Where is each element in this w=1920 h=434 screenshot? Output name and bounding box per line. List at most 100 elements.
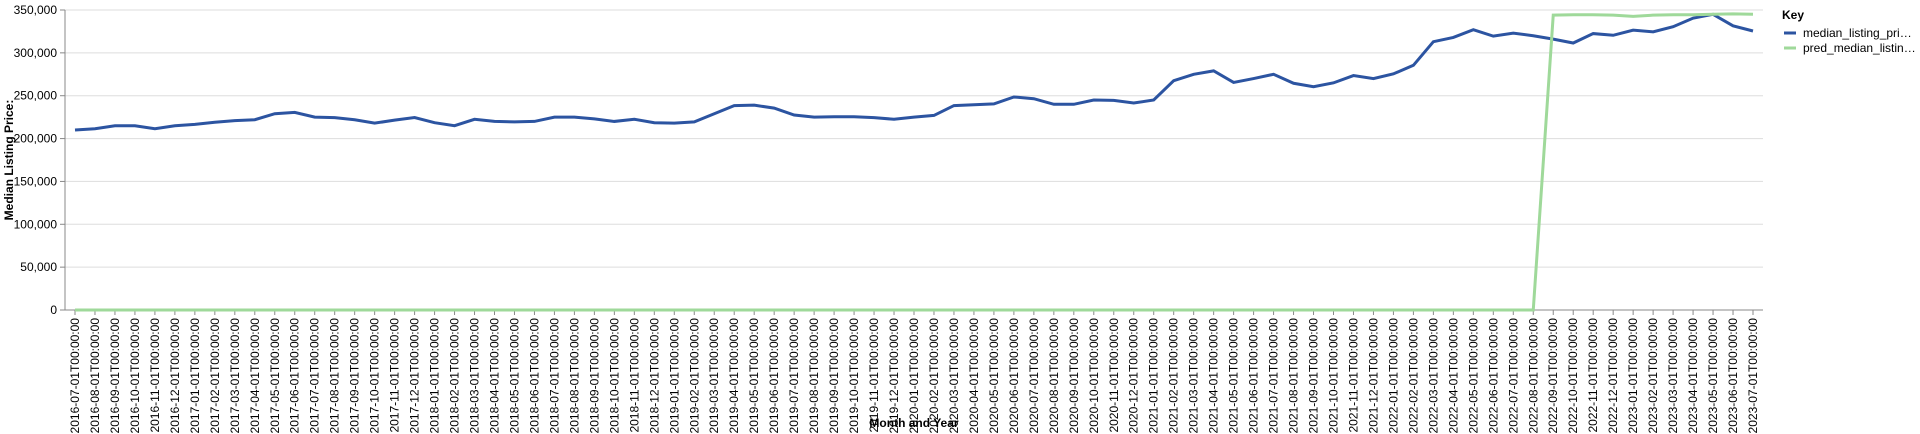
x-tick-label: 2020-09-01T00:00:00	[1067, 318, 1081, 434]
x-tick-label: 2019-12-01T00:00:00	[887, 318, 901, 434]
series-line	[74, 12, 1754, 132]
x-tick-label: 2018-01-01T00:00:00	[428, 318, 442, 434]
x-tick-label: 2020-07-01T00:00:00	[1027, 318, 1041, 434]
x-tick-label: 2022-10-01T00:00:00	[1566, 318, 1580, 434]
x-tick-label: 2018-07-01T00:00:00	[547, 318, 561, 434]
x-tick-label: 2021-01-01T00:00:00	[1147, 318, 1161, 434]
x-tick-label: 2022-01-01T00:00:00	[1386, 318, 1400, 434]
x-tick-label: 2022-06-01T00:00:00	[1486, 318, 1500, 434]
x-tick-label: 2017-05-01T00:00:00	[268, 318, 282, 434]
x-tick-label: 2016-10-01T00:00:00	[128, 318, 142, 434]
x-tick-label: 2020-11-01T00:00:00	[1107, 318, 1121, 433]
x-tick-label: 2021-12-01T00:00:00	[1366, 318, 1380, 434]
x-tick-label: 2019-08-01T00:00:00	[807, 318, 821, 434]
x-tick-label: 2023-06-01T00:00:00	[1726, 318, 1740, 434]
x-tick-label: 2021-06-01T00:00:00	[1247, 318, 1261, 434]
x-tick-label: 2019-03-01T00:00:00	[707, 318, 721, 434]
x-tick-label: 2018-11-01T00:00:00	[627, 318, 641, 433]
x-tick-label: 2023-04-01T00:00:00	[1686, 318, 1700, 434]
y-tick-label: 50,000	[20, 260, 57, 274]
x-tick-label: 2019-10-01T00:00:00	[847, 318, 861, 434]
x-tick-label: 2017-08-01T00:00:00	[328, 318, 342, 434]
series-line	[75, 12, 1754, 312]
x-tick-label: 2021-05-01T00:00:00	[1227, 318, 1241, 434]
x-tick-label: 2019-06-01T00:00:00	[767, 318, 781, 434]
y-axis-title: Median Listing Price:	[2, 100, 16, 221]
x-tick-label: 2017-03-01T00:00:00	[228, 318, 242, 434]
y-tick-label: 250,000	[14, 89, 58, 103]
x-tick-label: 2017-11-01T00:00:00	[388, 318, 402, 433]
x-tick-label: 2021-08-01T00:00:00	[1287, 318, 1301, 434]
x-tick-label: 2017-06-01T00:00:00	[288, 318, 302, 434]
x-tick-label: 2017-02-01T00:00:00	[208, 318, 222, 434]
x-tick-label: 2017-09-01T00:00:00	[348, 318, 362, 434]
x-tick-label: 2022-09-01T00:00:00	[1546, 318, 1560, 434]
x-tick-label: 2016-07-01T00:00:00	[68, 318, 82, 434]
x-tick-label: 2018-06-01T00:00:00	[527, 318, 541, 434]
x-tick-label: 2022-08-01T00:00:00	[1526, 318, 1540, 434]
x-tick-label: 2023-03-01T00:00:00	[1666, 318, 1680, 434]
y-tick-label: 300,000	[14, 46, 58, 60]
x-tick-label: 2022-04-01T00:00:00	[1446, 318, 1460, 434]
x-tick-label: 2018-04-01T00:00:00	[488, 318, 502, 434]
x-tick-label: 2021-10-01T00:00:00	[1327, 318, 1341, 434]
x-tick-label: 2022-11-01T00:00:00	[1586, 318, 1600, 433]
y-tick-label: 150,000	[14, 174, 58, 188]
x-tick-label: 2019-05-01T00:00:00	[747, 318, 761, 434]
x-tick-label: 2023-02-01T00:00:00	[1646, 318, 1660, 434]
x-tick-label: 2020-01-01T00:00:00	[907, 318, 921, 434]
y-tick-label: 0	[50, 303, 57, 317]
x-tick-label: 2023-05-01T00:00:00	[1706, 318, 1720, 434]
x-tick-label: 2021-04-01T00:00:00	[1207, 318, 1221, 434]
x-tick-label: 2016-08-01T00:00:00	[88, 318, 102, 434]
x-tick-label: 2018-08-01T00:00:00	[567, 318, 581, 434]
x-tick-label: 2019-02-01T00:00:00	[687, 318, 701, 434]
x-tick-label: 2018-09-01T00:00:00	[587, 318, 601, 434]
x-tick-label: 2019-09-01T00:00:00	[827, 318, 841, 434]
x-tick-label: 2019-04-01T00:00:00	[727, 318, 741, 434]
x-tick-label: 2020-12-01T00:00:00	[1127, 318, 1141, 434]
y-tick-label: 350,000	[14, 3, 58, 17]
x-tick-label: 2021-07-01T00:00:00	[1267, 318, 1281, 434]
x-tick-label: 2021-11-01T00:00:00	[1346, 318, 1360, 433]
x-tick-label: 2018-10-01T00:00:00	[607, 318, 621, 434]
x-tick-label: 2019-07-01T00:00:00	[787, 318, 801, 434]
x-tick-label: 2020-03-01T00:00:00	[947, 318, 961, 434]
x-tick-label: 2022-12-01T00:00:00	[1606, 318, 1620, 434]
x-tick-label: 2021-09-01T00:00:00	[1307, 318, 1321, 434]
x-tick-label: 2020-02-01T00:00:00	[927, 318, 941, 434]
x-tick-label: 2021-02-01T00:00:00	[1167, 318, 1181, 434]
x-tick-label: 2017-04-01T00:00:00	[248, 318, 262, 434]
x-tick-label: 2017-12-01T00:00:00	[408, 318, 422, 434]
y-tick-label: 100,000	[14, 217, 58, 231]
x-tick-label: 2020-05-01T00:00:00	[987, 318, 1001, 434]
x-tick-label: 2018-05-01T00:00:00	[507, 318, 521, 434]
x-tick-label: 2018-03-01T00:00:00	[468, 318, 482, 434]
x-tick-label: 2016-12-01T00:00:00	[168, 318, 182, 434]
x-tick-label: 2016-09-01T00:00:00	[108, 318, 122, 434]
x-tick-label: 2023-07-01T00:00:00	[1746, 318, 1760, 434]
x-tick-label: 2016-11-01T00:00:00	[148, 318, 162, 433]
legend-label: pred_median_listin…	[1803, 41, 1916, 55]
x-tick-label: 2021-03-01T00:00:00	[1187, 318, 1201, 434]
x-tick-label: 2017-01-01T00:00:00	[188, 318, 202, 434]
x-tick-label: 2019-01-01T00:00:00	[667, 318, 681, 434]
x-tick-label: 2018-02-01T00:00:00	[448, 318, 462, 434]
x-tick-label: 2020-08-01T00:00:00	[1047, 318, 1061, 434]
x-tick-label: 2022-05-01T00:00:00	[1466, 318, 1480, 434]
x-tick-label: 2017-07-01T00:00:00	[308, 318, 322, 434]
x-tick-label: 2020-06-01T00:00:00	[1007, 318, 1021, 434]
x-tick-label: 2020-10-01T00:00:00	[1087, 318, 1101, 434]
x-tick-label: 2022-03-01T00:00:00	[1426, 318, 1440, 434]
y-tick-label: 200,000	[14, 132, 58, 146]
legend-title: Key	[1782, 8, 1804, 22]
x-tick-label: 2017-10-01T00:00:00	[368, 318, 382, 434]
x-axis-title: Month and Year	[869, 416, 958, 430]
x-tick-label: 2022-07-01T00:00:00	[1506, 318, 1520, 434]
legend-label: median_listing_pri…	[1803, 26, 1912, 40]
x-tick-label: 2022-02-01T00:00:00	[1406, 318, 1420, 434]
x-tick-label: 2018-12-01T00:00:00	[647, 318, 661, 434]
x-tick-label: 2020-04-01T00:00:00	[967, 318, 981, 434]
x-tick-label: 2019-11-01T00:00:00	[867, 318, 881, 433]
